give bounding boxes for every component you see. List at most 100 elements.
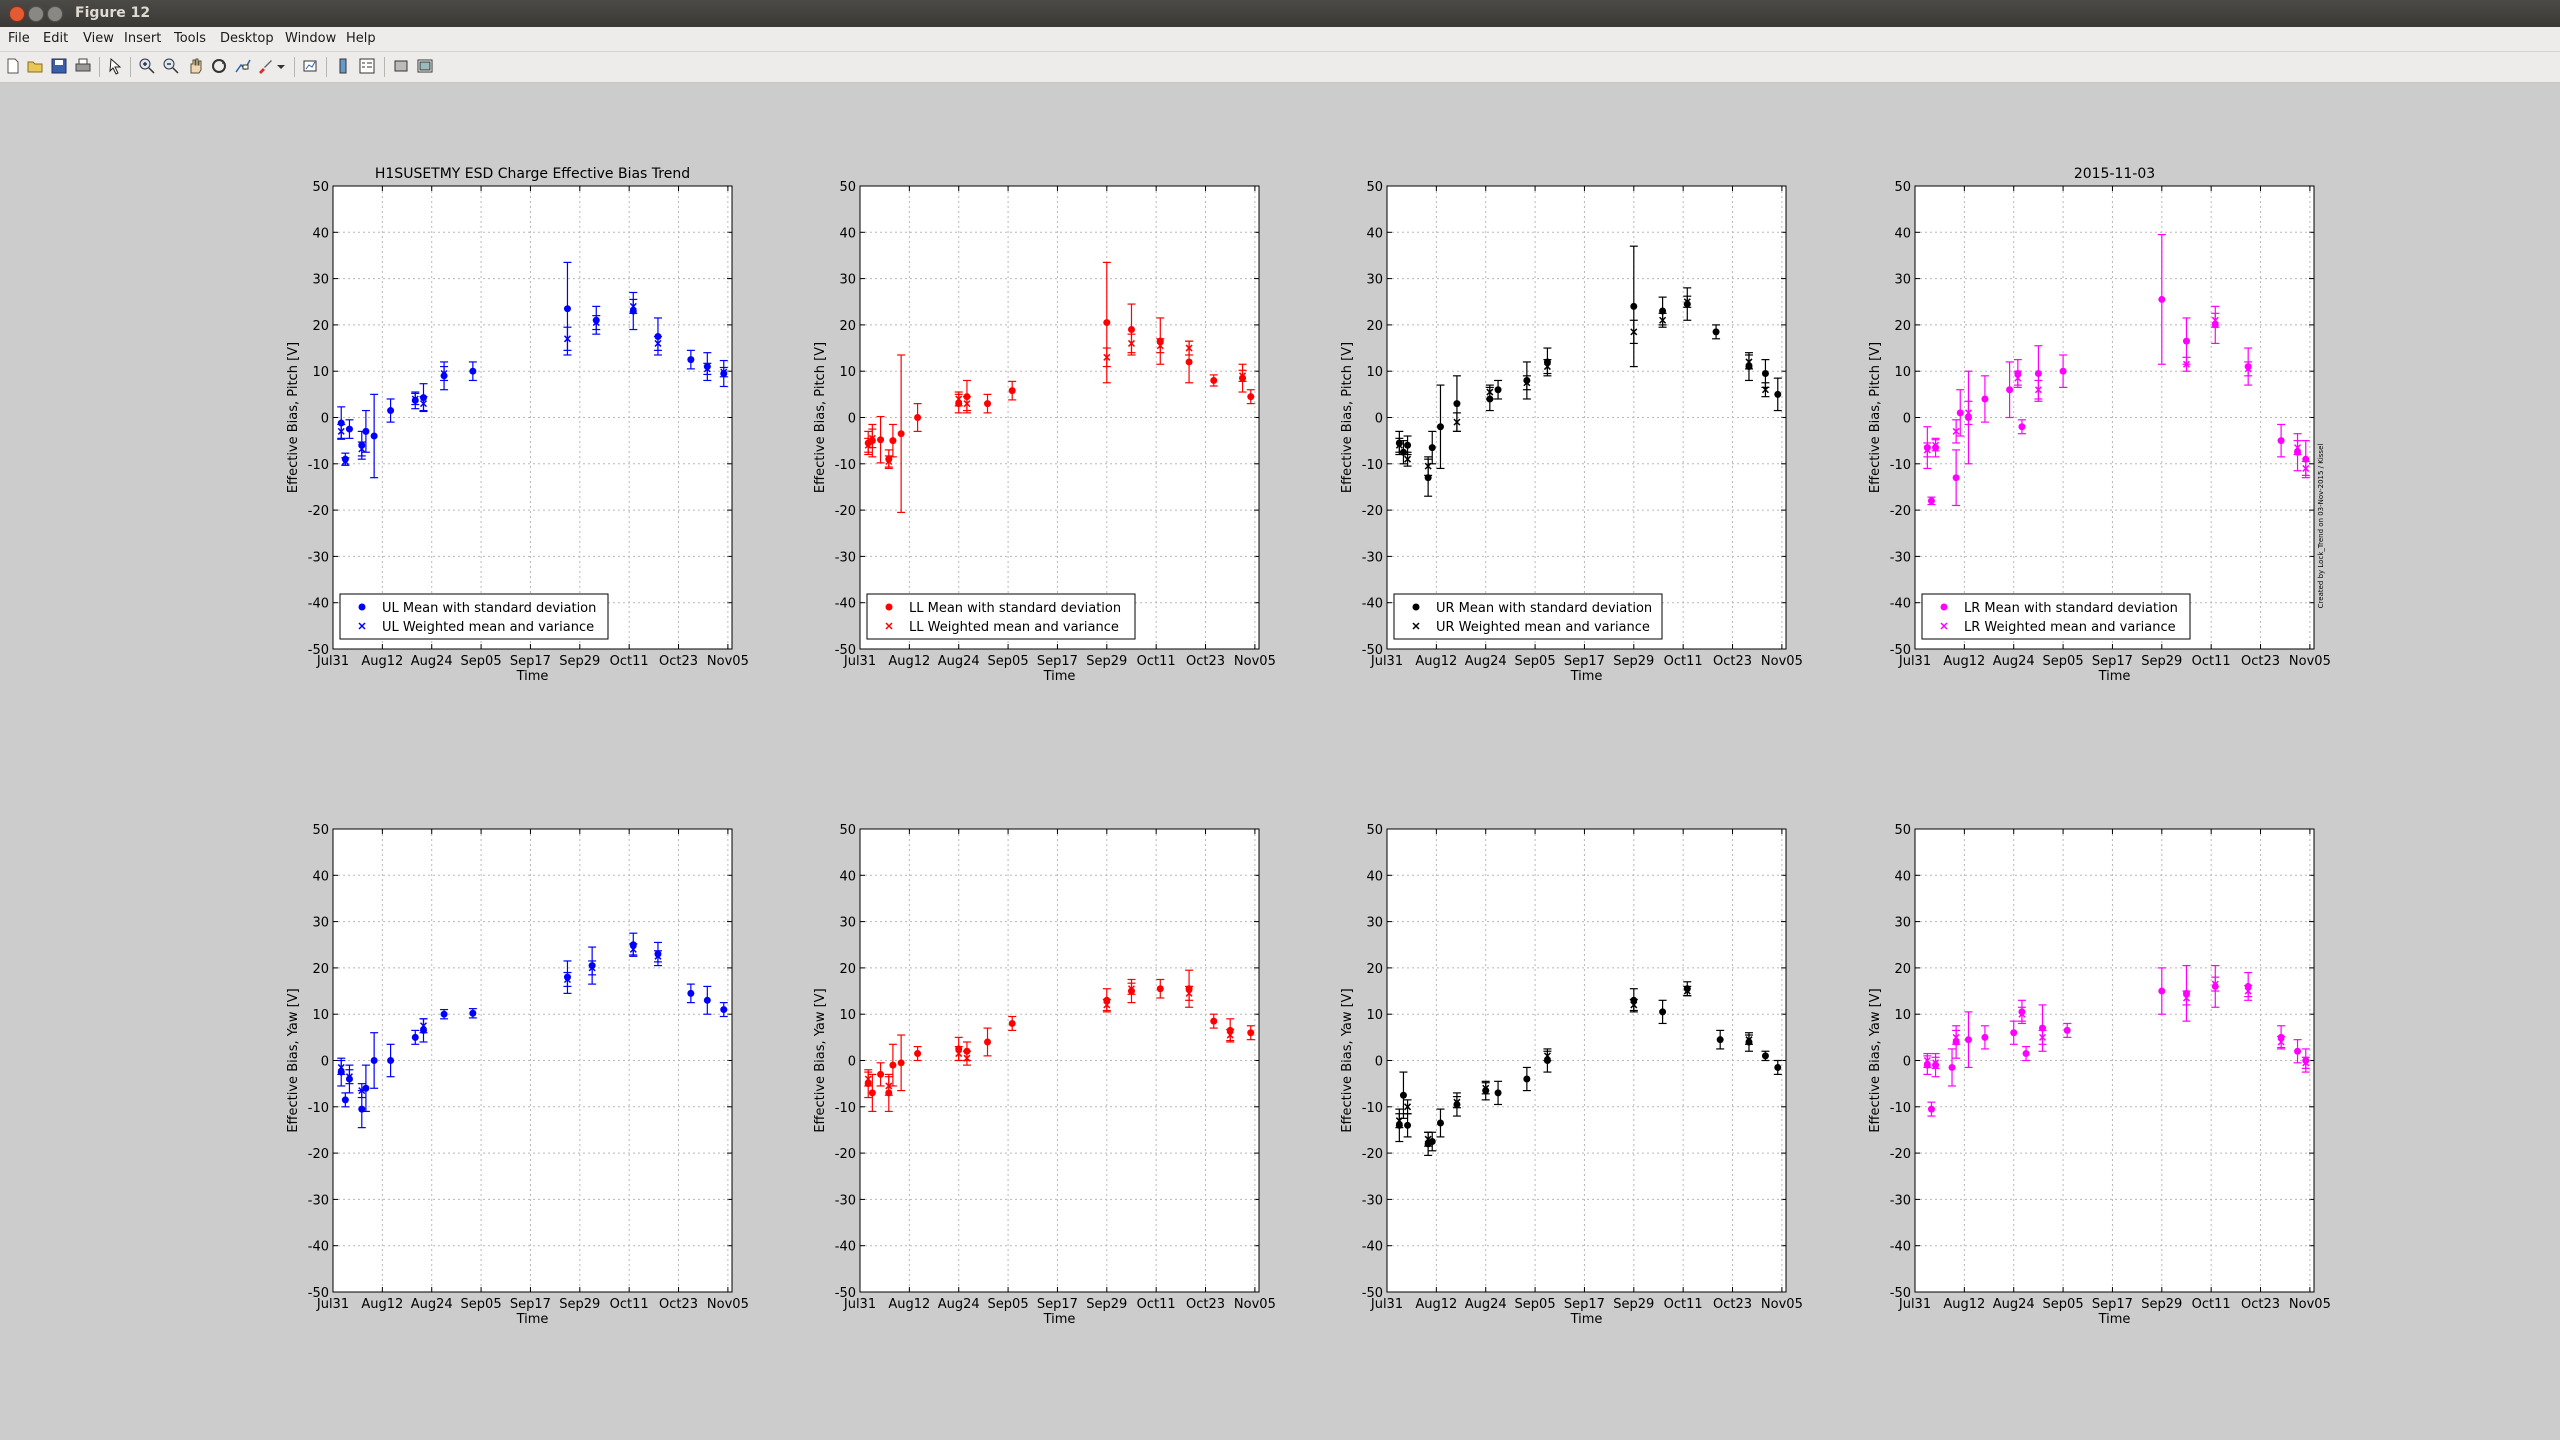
minimize-window-button[interactable] bbox=[28, 6, 44, 22]
x-tick-label: Oct23 bbox=[1186, 1297, 1225, 1312]
legend-box bbox=[339, 593, 609, 640]
y-tick-label: 30 bbox=[312, 916, 329, 931]
data-point bbox=[419, 1022, 428, 1030]
close-window-button[interactable] bbox=[9, 6, 25, 22]
maximize-window-button[interactable] bbox=[47, 6, 63, 22]
data-point bbox=[1008, 387, 1016, 395]
x-tick-label: Sep05 bbox=[2043, 1297, 2084, 1312]
data-point bbox=[1436, 423, 1444, 431]
menu-insert[interactable]: Insert bbox=[124, 31, 162, 46]
data-point bbox=[1247, 393, 1255, 401]
colorbar-icon[interactable] bbox=[334, 57, 352, 75]
data-point bbox=[687, 989, 695, 997]
data-point bbox=[1453, 1098, 1461, 1106]
axes-title: H1SUSETMY ESD Charge Effective Bias Tren… bbox=[375, 166, 690, 182]
y-tick-label: -40 bbox=[1890, 597, 1911, 612]
x-tick-label: Nov05 bbox=[707, 654, 749, 669]
save-icon[interactable] bbox=[50, 57, 68, 75]
show-plot-tools-icon[interactable] bbox=[416, 57, 434, 75]
menu-view[interactable]: View bbox=[83, 31, 114, 46]
series-2 bbox=[1923, 976, 2310, 1069]
x-tick-label: Sep29 bbox=[2141, 1297, 2182, 1312]
y-tick-label: -10 bbox=[308, 458, 329, 473]
data-point bbox=[2059, 367, 2067, 375]
data-point bbox=[1103, 319, 1111, 327]
figure-canvas: -50 -40 -30 -20 -10 0 10 20 30 40 50 Jul31 Aug12 Aug2… bbox=[286, 166, 2331, 1327]
data-point bbox=[1948, 1063, 1956, 1071]
y-tick-label: 10 bbox=[1366, 365, 1383, 380]
data-point bbox=[2211, 980, 2219, 988]
x-tick-label: Aug24 bbox=[1465, 654, 1507, 669]
series-2 bbox=[1395, 295, 1770, 476]
brush-icon[interactable] bbox=[256, 57, 274, 75]
legend-marker bbox=[1940, 622, 1948, 630]
menu-file[interactable]: File bbox=[8, 31, 30, 46]
legend-marker bbox=[358, 603, 366, 611]
pointer-icon[interactable] bbox=[106, 57, 124, 75]
link-plot-icon[interactable] bbox=[302, 57, 320, 75]
zoom-in-icon[interactable] bbox=[138, 57, 156, 75]
data-point bbox=[885, 1082, 893, 1090]
data-point bbox=[1404, 455, 1412, 463]
data-point bbox=[2182, 337, 2190, 345]
y-axis-label: Effective Bias, Pitch [V] bbox=[1868, 342, 1883, 493]
open-folder-icon[interactable] bbox=[26, 57, 44, 75]
data-point bbox=[1923, 446, 1931, 454]
data-point bbox=[592, 319, 600, 327]
x-tick-label: Oct11 bbox=[1664, 654, 1703, 669]
x-tick-label: Aug12 bbox=[361, 1297, 403, 1312]
axes-box bbox=[332, 828, 733, 1293]
x-tick-label: Sep17 bbox=[2092, 1297, 2133, 1312]
y-tick-label: 0 bbox=[1903, 1055, 1911, 1070]
y-tick-label: 30 bbox=[1894, 273, 1911, 288]
data-point bbox=[654, 339, 662, 347]
y-tick-label: 20 bbox=[1894, 962, 1911, 977]
data-point bbox=[1952, 1033, 1960, 1041]
pan-hand-icon[interactable] bbox=[186, 57, 204, 75]
legend-icon[interactable] bbox=[358, 57, 376, 75]
x-tick-label: Sep17 bbox=[1564, 654, 1605, 669]
y-tick-label: -30 bbox=[1362, 1193, 1383, 1208]
y-tick-label: 50 bbox=[1894, 180, 1911, 195]
x-tick-label: Nov05 bbox=[707, 1297, 749, 1312]
subplot-2: -50 -40 -30 -20 -10 0 10 20 30 40 50 Jul31 Aug12 Aug2… bbox=[813, 180, 1276, 684]
y-tick-label: 30 bbox=[1366, 273, 1383, 288]
data-point bbox=[1659, 316, 1667, 324]
y-tick-label: 0 bbox=[321, 412, 329, 427]
data-point bbox=[1156, 985, 1164, 993]
y-tick-label: 0 bbox=[848, 412, 856, 427]
data-point bbox=[654, 952, 662, 960]
x-tick-label: Sep29 bbox=[559, 1297, 600, 1312]
data-cursor-icon[interactable] bbox=[234, 57, 252, 75]
menu-window[interactable]: Window bbox=[285, 31, 337, 46]
data-point bbox=[1424, 1135, 1432, 1143]
x-tick-label: Jul31 bbox=[843, 1297, 876, 1312]
x-tick-label: Aug12 bbox=[1943, 654, 1985, 669]
y-tick-label: -30 bbox=[835, 550, 856, 565]
data-point bbox=[1404, 441, 1412, 449]
hide-plot-tools-icon[interactable] bbox=[392, 57, 410, 75]
plot-area bbox=[1915, 186, 2314, 649]
rotate-3d-icon[interactable] bbox=[210, 57, 228, 75]
data-point bbox=[2294, 444, 2302, 452]
print-icon[interactable] bbox=[74, 57, 92, 75]
series-2 bbox=[864, 333, 1247, 468]
menu-help[interactable]: Help bbox=[346, 31, 376, 46]
menu-desktop[interactable]: Desktop bbox=[220, 31, 274, 46]
menu-edit[interactable]: Edit bbox=[43, 31, 69, 46]
series-2 bbox=[337, 298, 728, 466]
menu-tools[interactable]: Tools bbox=[174, 31, 207, 46]
y-tick-label: -20 bbox=[835, 504, 856, 519]
y-tick-label: -40 bbox=[308, 597, 329, 612]
x-tick-label: Oct11 bbox=[610, 654, 649, 669]
dropdown-arrow-icon[interactable] bbox=[276, 57, 286, 75]
new-file-icon[interactable] bbox=[4, 57, 22, 75]
data-point bbox=[897, 430, 905, 438]
y-tick-label: 50 bbox=[1366, 823, 1383, 838]
x-tick-label: Jul31 bbox=[316, 1297, 349, 1312]
x-tick-label: Aug24 bbox=[1465, 1297, 1507, 1312]
data-point bbox=[1927, 1105, 1935, 1113]
data-point bbox=[1774, 1063, 1782, 1071]
legend-box bbox=[1393, 593, 1663, 640]
zoom-out-icon[interactable] bbox=[162, 57, 180, 75]
